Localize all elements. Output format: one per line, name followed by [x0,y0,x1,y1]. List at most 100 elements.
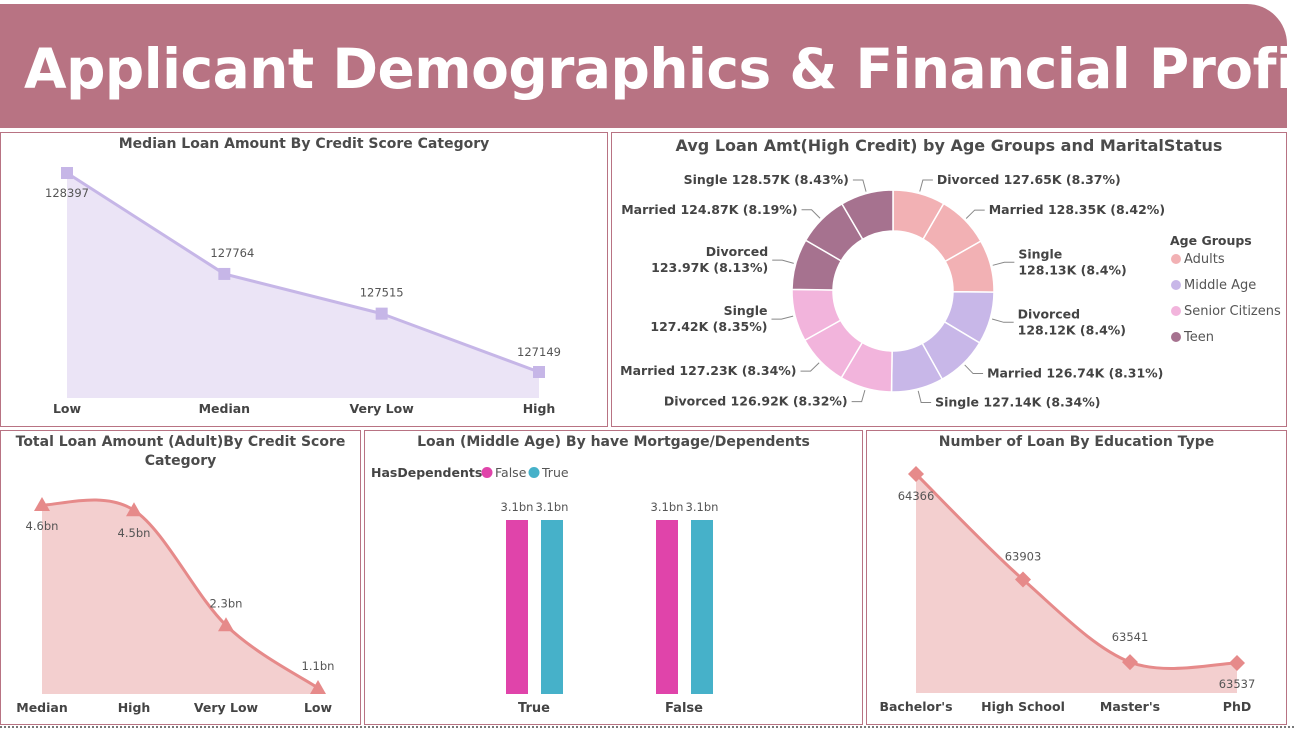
loans_by_education-point-phd [1229,655,1245,671]
median_loan-data-label: 127515 [360,286,404,300]
median-loan-chart-title: Median Loan Amount By Credit Score Categ… [118,136,490,152]
median-loan-chart: 128397 Low 127764 Median 127515 Very Low 12714… [45,167,561,416]
loans_by_education-area-fill [916,474,1237,693]
loans_by_education-data-label: 63541 [1112,630,1149,644]
legend-title: Age Groups [1170,233,1252,248]
total_loan_adult-area-fill [42,499,318,694]
total_loan_adult-category-label: Low [304,700,333,715]
page-title: Applicant Demographics & Financial Profi… [24,37,1294,101]
slice-senior-citizens-divorced-label: Divorced 126.92K (8.32%) [664,394,848,409]
slice-senior-citizens-married-label: Married 127.23K (8.34%) [620,363,796,378]
legend-swatch-true [528,467,540,478]
legend-label-true: True [541,465,569,480]
loans_by_education-category-label: Bachelor's [879,699,952,714]
slice-middle-age-single-leader [917,390,932,404]
category-label-false: False [665,701,703,716]
total_loan_adult-point-high [126,502,142,517]
median-loan-chart-panel[interactable]: Median Loan Amount By Credit Score Categ… [0,132,608,427]
loans-by-education-title: Number of Loan By Education Type [938,434,1215,450]
slice-adults-single-leader [992,261,1015,266]
total-loan-adult-title-line1: Total Loan Amount (Adult)By Credit Score [15,434,346,450]
median_loan-point-high [533,366,545,378]
legend-label-false: False [495,465,527,480]
avg-loan-donut-panel[interactable]: Avg Loan Amt(High Credit) by Age Groups … [611,132,1287,427]
median_loan-category-label: Median [199,401,250,416]
total_loan_adult-data-label: 4.5bn [118,526,151,540]
loans_by_education-point-master-s [1122,654,1138,671]
slice-adults-married-label: Married 128.35K (8.42%) [989,202,1165,217]
median_loan-category-label: Very Low [350,401,415,416]
slice-adults-single-value: 128.13K (8.4%) [1018,262,1126,277]
slice-senior-citizens-divorced-leader [851,389,866,403]
total_loan_adult-point-very-low [218,617,234,632]
legend-swatch-adults [1171,254,1181,264]
slice-teen-single-leader [852,179,867,192]
bar-false-false [656,520,678,694]
slice-adults-divorced-leader [919,179,933,192]
legend-label-senior-citizens: Senior Citizens [1184,304,1281,319]
slice-teen-married-leader [801,209,821,219]
loan-middle-age-panel[interactable]: Loan (Middle Age) By have Mortgage/Depen… [364,430,863,725]
slice-middle-age-divorced-value: 128.12K (8.4%) [1018,322,1126,337]
median_loan-category-label: Low [53,401,82,416]
total_loan_adult-data-label: 1.1bn [302,659,335,673]
total_loan_adult-data-label: 4.6bn [26,519,59,533]
total_loan_adult-data-label: 2.3bn [210,596,243,610]
loans-by-education-chart: 64366 Bachelor's 63903 High School 63541 Mast… [879,466,1256,714]
bar-false-true [691,520,713,694]
avg-loan-donut-title: Avg Loan Amt(High Credit) by Age Groups … [675,136,1223,155]
slice-senior-citizens-single-leader [771,315,794,320]
slice-middle-age-single-label: Single 127.14K (8.34%) [935,395,1100,410]
legend-swatch-senior-citizens [1171,306,1181,316]
total_loan_adult-category-label: High [118,700,151,715]
legend-label-middle-age: Middle Age [1184,278,1256,293]
category-label-true: True [518,701,550,716]
bar-true-false [506,520,528,694]
bar-data-label: 3.1bn [686,500,719,514]
legend-swatch-teen [1171,332,1181,342]
median_loan-line [66,171,540,374]
total_loan_adult-category-label: Very Low [194,700,259,715]
median_loan-point-very-low [375,307,388,320]
total_loan_adult-category-label: Median [16,700,67,715]
slice-teen-divorced-label: Divorced [706,244,768,259]
slice-teen-divorced-leader [772,259,794,264]
slice-senior-citizens-single-label: Single [724,303,768,318]
bar-true-true [541,520,563,694]
legend-swatch-middle-age [1171,280,1181,290]
median_loan-point-median [218,267,231,280]
slice-middle-age-married-label: Married 126.74K (8.31%) [987,366,1163,381]
total_loan_adult-line [41,498,319,690]
legend-label-adults: Adults [1184,252,1225,267]
total_loan_adult-point-median [34,497,50,511]
slice-teen-divorced-value: 123.97K (8.13%) [651,260,768,275]
bar-data-label: 3.1bn [501,500,534,514]
bottom-divider [0,726,1294,728]
legend-swatch-false [481,467,493,478]
slice-senior-citizens-married-leader [800,362,820,372]
slice-adults-divorced-label: Divorced 127.65K (8.37%) [937,172,1121,187]
bar-data-label: 3.1bn [536,500,569,514]
loans_by_education-line [914,472,1238,670]
loans_by_education-category-label: PhD [1223,699,1251,714]
slice-adults-married-leader [965,209,985,219]
median_loan-data-label: 127764 [210,246,254,260]
loans_by_education-data-label: 63903 [1005,550,1042,564]
bar-data-label: 3.1bn [651,500,684,514]
legend-title: HasDependents [371,465,482,480]
slice-teen-single [840,189,894,241]
slice-middle-age-divorced-label: Divorced [1018,306,1080,321]
total-loan-adult-panel[interactable]: Total Loan Amount (Adult)By Credit Score… [0,430,361,725]
slice-middle-age-divorced-leader [991,318,1014,323]
loans_by_education-data-label: 63537 [1219,677,1256,691]
median_loan-area-fill [67,173,539,398]
loans_by_education-point-bachelor-s [908,466,924,482]
slice-middle-age-married-leader [964,364,984,375]
loans_by_education-data-label: 64366 [898,489,935,503]
median_loan-category-label: High [523,401,556,416]
slice-teen-single-label: Single 128.57K (8.43%) [684,172,849,187]
legend-label-teen: Teen [1183,330,1214,345]
loans_by_education-category-label: Master's [1100,699,1160,714]
loans-by-education-panel[interactable]: Number of Loan By Education Type 64366 Ba… [866,430,1287,725]
